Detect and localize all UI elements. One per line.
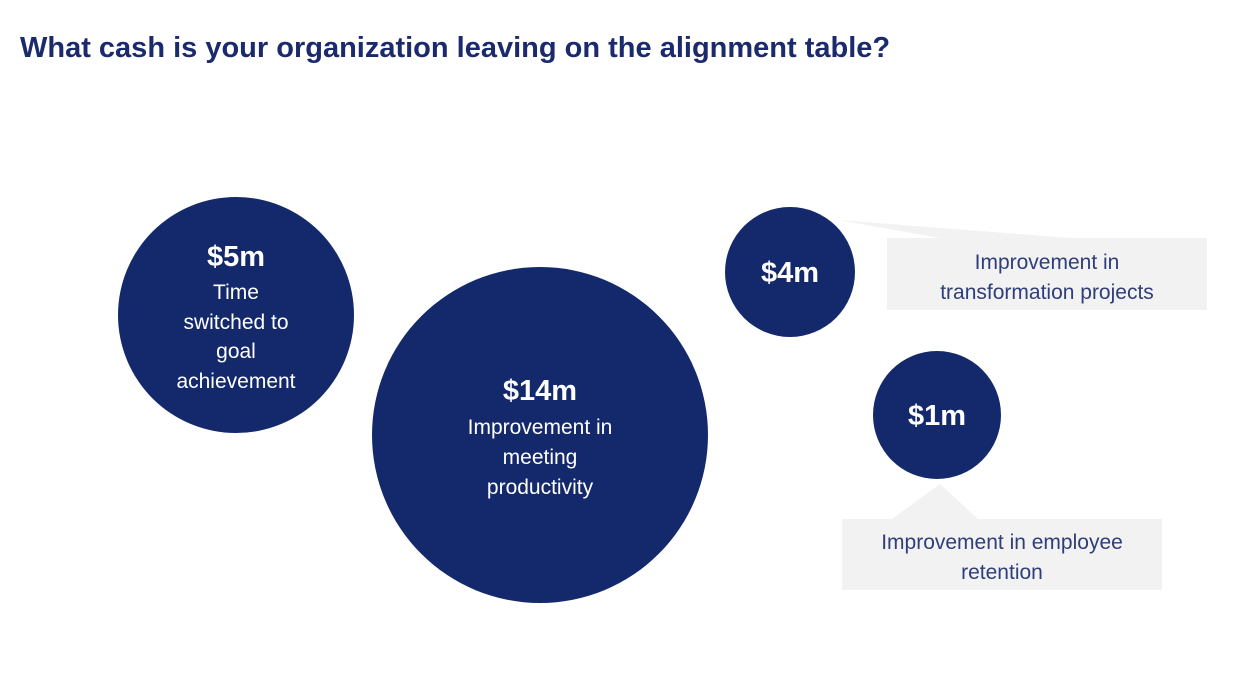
bubble-retention (873, 351, 1001, 479)
callout-text: Improvement in employee (881, 531, 1123, 554)
bubble-label: Time (213, 281, 259, 304)
bubble-label: Improvement in (468, 416, 613, 439)
bubble-meeting-productivity (372, 267, 708, 603)
bubble-value: $1m (908, 400, 966, 432)
bubble-label: productivity (487, 476, 594, 499)
callout-text: Improvement in (975, 251, 1120, 274)
callout-text: transformation projects (940, 281, 1154, 304)
bubble-value: $14m (503, 375, 577, 407)
slide-title: What cash is your organization leaving o… (20, 32, 891, 64)
callout-box-retention (842, 519, 1162, 590)
bubble-label: goal (216, 340, 256, 363)
bubble-label: switched to (183, 311, 288, 334)
callout-pointer (838, 220, 1070, 238)
bubble-value: $4m (761, 257, 819, 289)
bubble-label: achievement (176, 370, 295, 393)
bubble-value: $5m (207, 241, 265, 273)
callout-pointer (892, 484, 978, 519)
bubble-label: meeting (503, 446, 578, 469)
callout-text: retention (961, 561, 1043, 584)
bubble-time-switched (118, 197, 354, 433)
callout-box-transformation (887, 238, 1207, 310)
bubble-transformation (725, 207, 855, 337)
